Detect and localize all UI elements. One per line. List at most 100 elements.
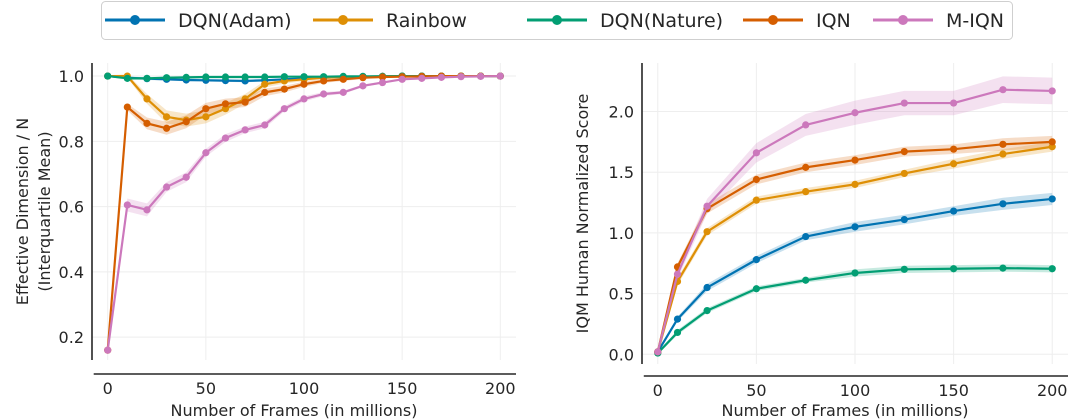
data-point (950, 160, 958, 168)
data-point (202, 105, 210, 113)
data-point (202, 149, 210, 157)
data-point (654, 348, 662, 356)
x-tick-label: 0 (653, 381, 663, 400)
data-point (339, 88, 347, 96)
data-point (752, 149, 760, 157)
legend: DQN(Adam) Rainbow DQN(Nature) IQN M-IQN (101, 1, 1013, 40)
x-tick-label: 50 (196, 379, 216, 398)
data-point (752, 175, 760, 184)
data-point (202, 113, 210, 121)
data-point (673, 328, 682, 337)
data-point (950, 207, 958, 215)
data-point (477, 72, 485, 80)
data-point (802, 188, 810, 196)
data-point (752, 256, 760, 264)
data-point (241, 73, 249, 81)
data-point (143, 206, 151, 214)
y-tick-label: 1.0 (609, 224, 634, 243)
data-point (673, 315, 682, 323)
legend-marker-0 (130, 15, 140, 25)
data-point (802, 163, 810, 171)
data-point (900, 215, 908, 224)
data-point (280, 85, 288, 93)
legend-label: DQN(Nature) (600, 10, 723, 32)
data-point (123, 74, 131, 82)
confidence-band-4 (657, 76, 1053, 354)
data-point (1048, 87, 1056, 95)
data-point (320, 90, 328, 98)
data-point (241, 98, 249, 106)
y-tick-label: 0.5 (609, 285, 634, 304)
data-point (900, 99, 908, 107)
data-point (339, 75, 347, 83)
data-point (851, 223, 859, 231)
series-line-2 (656, 267, 1053, 354)
data-point (851, 180, 859, 188)
data-point (221, 100, 230, 108)
data-point (999, 200, 1007, 208)
y-tick-label: 2.0 (609, 103, 634, 122)
data-point (123, 201, 131, 209)
series-line-4 (656, 88, 1053, 353)
series-line-0 (656, 197, 1053, 353)
right-chart-iqm-score: 0.0 0.5 1.0 1.5 2.0 0 50 100 150 200 Number of Fra… (573, 63, 1068, 419)
data-point (320, 77, 328, 85)
data-point (261, 121, 269, 129)
data-point (703, 283, 711, 292)
data-point (950, 265, 958, 273)
y-tick-label: 0.2 (59, 328, 84, 347)
data-point (418, 74, 426, 82)
x-tick-label: 100 (840, 381, 871, 400)
data-point (280, 105, 288, 113)
legend-marker-4 (898, 15, 908, 25)
data-point (162, 74, 171, 82)
series-line-1 (656, 145, 1053, 353)
data-point (703, 228, 711, 236)
data-point (1048, 138, 1056, 146)
data-point (703, 306, 711, 315)
legend-label: M-IQN (946, 10, 1004, 32)
data-point (359, 82, 367, 90)
data-point (300, 95, 308, 103)
data-point (182, 73, 190, 81)
data-point (851, 109, 859, 117)
data-point (1048, 195, 1056, 203)
data-point (261, 88, 269, 96)
y-tick-label: 0.0 (609, 345, 634, 364)
x-tick-label: 150 (387, 379, 418, 398)
data-point (398, 75, 406, 83)
x-axis-label: Number of Frames (in millions) (722, 401, 969, 419)
data-point (261, 80, 269, 88)
data-point (123, 103, 131, 111)
data-point (752, 285, 760, 293)
y-axis-label: Effective Dimension / N (13, 118, 32, 305)
legend-marker-1 (338, 15, 348, 25)
data-point (162, 113, 171, 121)
data-point (703, 202, 711, 210)
y-tick-label: 0.6 (59, 198, 84, 217)
data-point (999, 140, 1007, 148)
data-point (143, 95, 151, 103)
y-axis-label: (Interquartile Mean) (35, 131, 54, 291)
legend-label: DQN(Adam) (178, 10, 292, 32)
y-tick-label: 0.8 (59, 132, 84, 151)
data-point (162, 124, 171, 132)
data-point (950, 145, 958, 153)
data-point (673, 270, 682, 278)
data-point (300, 80, 308, 88)
y-tick-label: 1.5 (609, 163, 634, 182)
data-point (143, 119, 151, 127)
data-point (851, 269, 859, 277)
y-tick-label: 1.0 (59, 67, 84, 86)
y-axis-label: IQM Human Normalized Score (573, 94, 592, 334)
data-point (359, 74, 367, 82)
x-tick-label: 200 (485, 379, 516, 398)
data-point (261, 73, 269, 81)
data-point (457, 73, 465, 81)
data-point (437, 73, 446, 81)
x-tick-label: 0 (103, 379, 113, 398)
data-point (241, 126, 249, 134)
x-tick-label: 200 (1037, 381, 1068, 400)
data-point (900, 148, 908, 156)
